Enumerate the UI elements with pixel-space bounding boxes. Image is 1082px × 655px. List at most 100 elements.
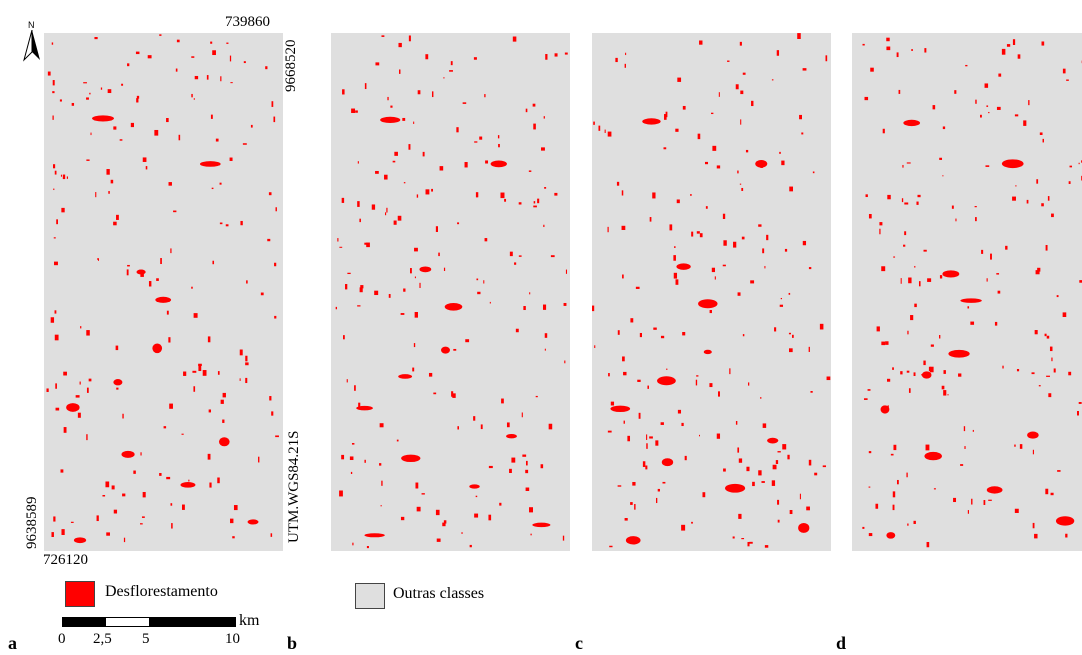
deforestation-speck [927,278,932,282]
deforestation-speck [210,114,213,119]
deforestation-speck [965,64,968,67]
deforestation-speck [913,520,916,524]
deforestation-speck [741,187,744,191]
deforestation-speck [357,305,361,307]
deforestation-speck [750,280,755,284]
deforestation-speck [1041,41,1045,46]
deforestation-speck [1023,120,1027,126]
deforestation-speck [115,345,119,351]
deforestation-speck [914,265,916,268]
deforestation-speck [450,61,453,66]
deforestation-speck [939,157,943,160]
deforestation-speck [1032,449,1034,455]
deforestation-speck [159,473,162,476]
deforestation-speck [119,139,123,141]
deforestation-speck [381,35,385,37]
deforestation-speck [86,434,88,441]
deforestation-speck [1035,270,1040,275]
deforestation-speck [183,371,187,376]
deforestation-speck [806,506,810,511]
deforestation-speck [943,370,946,374]
deforestation-speck [972,429,974,432]
deforestation-speck [971,498,973,505]
deforestation-speck [456,127,459,133]
deforestation-patch [725,483,746,493]
deforestation-speck [113,221,117,226]
deforestation-speck [89,92,91,95]
deforestation-speck [939,275,943,279]
deforestation-speck [906,370,910,373]
deforestation-speck [106,169,110,175]
deforestation-speck [387,96,389,101]
deforestation-speck [61,207,65,213]
deforestation-speck [1078,402,1082,404]
deforestation-speck [220,76,222,82]
deforestation-speck [702,492,706,498]
deforestation-speck [592,305,595,312]
deforestation-speck [787,454,790,460]
deforestation-speck [1051,357,1053,362]
deforestation-speck [229,55,232,62]
deforestation-speck [792,334,794,338]
deforestation-speck [709,309,712,314]
deforestation-speck [616,181,620,186]
deforestation-speck [345,284,348,290]
deforestation-speck [898,89,901,94]
deforestation-speck [274,262,277,267]
deforestation-speck [343,335,345,340]
deforestation-speck [646,434,648,440]
deforestation-speck [537,198,540,204]
deforestation-speck [621,190,624,196]
deforestation-speck [54,261,58,266]
deforestation-patch [73,537,87,544]
deforestation-speck [83,82,87,84]
deforestation-speck [887,194,891,200]
deforestation-speck [986,105,989,107]
deforestation-speck [66,176,69,179]
deforestation-speck [337,238,339,242]
deforestation-speck [408,35,411,42]
deforestation-patch [948,349,970,358]
deforestation-speck [674,246,676,249]
deforestation-speck [749,541,753,544]
deforestation-speck [431,188,434,192]
deforestation-patch [199,161,221,167]
deforestation-speck [607,131,612,137]
deforestation-speck [926,541,930,548]
deforestation-speck [469,544,472,548]
deforestation-speck [77,412,81,418]
deforestation-speck [400,313,405,315]
deforestation-speck [88,378,92,382]
deforestation-speck [981,249,984,254]
deforestation-speck [691,231,694,237]
deforestation-speck [55,407,60,411]
deforestation-speck [782,444,787,450]
map-panel-d [852,33,1082,551]
deforestation-speck [740,90,744,95]
deforestation-speck [665,111,668,118]
scale-tick-2-5: 2,5 [93,631,112,647]
deforestation-speck [647,385,649,389]
legend-swatch-other [355,583,385,609]
deforestation-speck [341,197,345,203]
deforestation-speck [996,273,1000,275]
deforestation-speck [358,402,361,409]
deforestation-speck [941,385,945,390]
deforestation-speck [212,260,215,265]
deforestation-speck [1041,203,1044,207]
deforestation-speck [435,226,438,232]
deforestation-speck [488,465,493,469]
deforestation-speck [673,255,676,261]
deforestation-speck [637,379,641,382]
deforestation-patch [356,405,373,411]
deforestation-speck [677,409,682,414]
deforestation-speck [71,102,75,106]
deforestation-speck [225,224,229,227]
deforestation-speck [136,98,139,103]
deforestation-speck [51,532,54,537]
deforestation-speck [994,321,998,326]
deforestation-speck [868,214,872,219]
deforestation-patch [903,119,921,127]
north-label: N [28,20,35,30]
deforestation-speck [698,434,700,437]
